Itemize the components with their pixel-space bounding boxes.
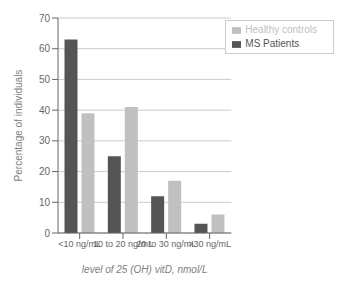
svg-text:60: 60 xyxy=(39,43,51,54)
svg-text:10 to 20 ng/mL: 10 to 20 ng/mL xyxy=(93,239,153,250)
svg-text:<10 ng/mL: <10 ng/mL xyxy=(58,239,102,250)
svg-text:Percentage of individuals: Percentage of individuals xyxy=(13,70,24,182)
html-text:Healthy controls: Healthy controls xyxy=(245,24,317,35)
svg-text:>30 ng/mL: >30 ng/mL xyxy=(188,239,231,249)
svg-text:30: 30 xyxy=(39,135,51,146)
svg-text:0: 0 xyxy=(44,228,50,239)
html-text:MS Patients: MS Patients xyxy=(245,38,300,49)
svg-text:20: 20 xyxy=(39,166,51,177)
svg-text:10: 10 xyxy=(39,197,51,208)
svg-text:50: 50 xyxy=(39,74,51,85)
svg-text:70: 70 xyxy=(39,13,51,24)
svg-text:20 to 30 ng/mL: 20 to 30 ng/mL xyxy=(136,239,197,250)
svg-text:level of 25 (OH) vitD, nmol/L: level of 25 (OH) vitD, nmol/L xyxy=(82,264,208,275)
svg-text:40: 40 xyxy=(39,105,51,116)
